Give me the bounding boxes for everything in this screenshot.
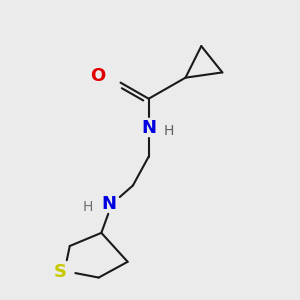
Text: S: S <box>54 263 67 281</box>
Text: H: H <box>163 124 173 138</box>
Text: N: N <box>102 195 117 213</box>
Text: H: H <box>82 200 93 214</box>
Text: O: O <box>90 68 105 85</box>
Text: N: N <box>141 118 156 136</box>
